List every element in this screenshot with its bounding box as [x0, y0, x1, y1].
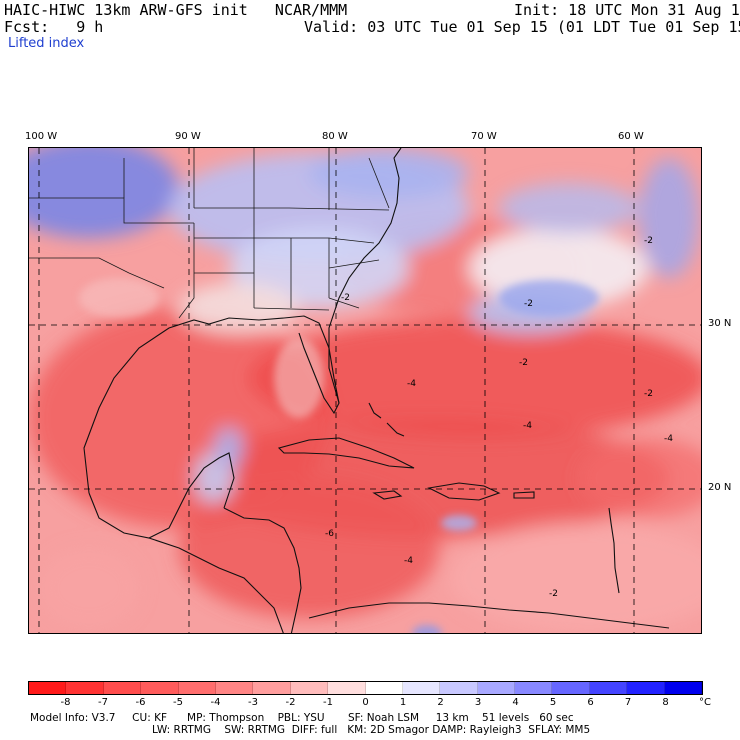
- contour-label: -4: [404, 556, 413, 566]
- colorbar-tick-label: -4: [210, 697, 221, 708]
- colorbar-tick-label: 7: [624, 697, 632, 708]
- colorbar-swatch: [103, 682, 142, 694]
- colorbar-tick-label: -3: [248, 697, 258, 708]
- colorbar-swatch: [365, 682, 403, 694]
- colorbar: [28, 681, 703, 695]
- valid-time: Valid: 03 UTC Tue 01 Sep 15 (01 LDT Tue …: [304, 18, 740, 36]
- colorbar-swatch: [328, 682, 366, 694]
- colorbar-swatch: [290, 682, 329, 694]
- colorbar-swatch: [440, 682, 478, 694]
- colorbar-tick-label: -5: [173, 697, 183, 708]
- lon-label-80w: 80 W: [322, 131, 348, 142]
- field-name: Lifted index: [8, 36, 85, 51]
- graticule: [29, 148, 701, 633]
- colorbar-tick-label: 8: [662, 697, 669, 708]
- contour-label: -4: [407, 379, 416, 389]
- contour-label: -2: [644, 389, 653, 399]
- colorbar-swatch: [253, 682, 291, 694]
- colorbar-tick-label: 1: [399, 697, 407, 708]
- colorbar-swatch: [552, 682, 590, 694]
- colorbar-swatch: [215, 682, 254, 694]
- contour-label: -6: [325, 529, 334, 539]
- colorbar-swatch: [477, 682, 516, 694]
- contour-label: -4: [664, 434, 673, 444]
- colorbar-swatch: [515, 682, 553, 694]
- lon-label-100w: 100 W: [25, 131, 58, 142]
- coastlines: [83, 148, 670, 633]
- colorbar-tick-label: -2: [285, 697, 296, 708]
- lon-label-70w: 70 W: [471, 131, 497, 142]
- colorbar-tick-label: -8: [60, 697, 71, 708]
- contour-label: -4: [523, 421, 532, 431]
- colorbar-swatch: [29, 682, 67, 694]
- colorbar-swatch: [664, 682, 703, 694]
- contour-label: -2: [549, 589, 558, 599]
- forecast-hour: Fcst: 9 h: [4, 18, 104, 36]
- colorbar-swatch: [178, 682, 216, 694]
- colorbar-tick-label: 4: [512, 697, 519, 708]
- colorbar-swatch: [589, 682, 628, 694]
- model-title: HAIC-HIWC 13km ARW-GFS init NCAR/MMM: [4, 1, 348, 19]
- colorbar-tick-label: 2: [437, 697, 444, 708]
- colorbar-unit: °C: [699, 697, 711, 708]
- colorbar-tick-label: 6: [587, 697, 594, 708]
- field-detail: [79, 278, 599, 633]
- colorbar-tick-label: -6: [135, 697, 146, 708]
- init-time: Init: 18 UTC Mon 31 Aug 15: [514, 1, 740, 19]
- state-boundaries: [29, 148, 390, 319]
- lifted-index-map: -2 -2 -2 -4 -4 -4 -6 -4 -2 -2 -2: [28, 147, 702, 634]
- contour-label: -2: [341, 293, 350, 303]
- lon-label-90w: 90 W: [175, 131, 201, 142]
- contour-label: -2: [524, 299, 533, 309]
- contour-label: -2: [644, 236, 653, 246]
- model-info-line2: LW: RRTMG SW: RRTMG DIFF: full KM: 2D Sm…: [152, 724, 591, 736]
- colorbar-swatch: [627, 682, 665, 694]
- colorbar-tick-label: 0: [362, 697, 369, 708]
- model-info-line1: Model Info: V3.7 CU: KF MP: Thompson PBL…: [30, 712, 574, 724]
- colorbar-tick-label: -1: [323, 697, 333, 708]
- colorbar-tick-label: -7: [98, 697, 108, 708]
- colorbar-swatch: [402, 682, 441, 694]
- contour-label: -2: [519, 358, 528, 368]
- colorbar-tick-label: 3: [474, 697, 482, 708]
- lon-label-60w: 60 W: [618, 131, 644, 142]
- colorbar-swatch: [66, 682, 104, 694]
- contour-labels: -2 -2 -2 -4 -4 -4 -6 -4 -2 -2 -2: [325, 236, 673, 599]
- colorbar-tick-label: 5: [549, 697, 557, 708]
- colorbar-swatch: [141, 682, 179, 694]
- lat-label-20n: 20 N: [708, 482, 732, 493]
- lat-label-30n: 30 N: [708, 318, 732, 329]
